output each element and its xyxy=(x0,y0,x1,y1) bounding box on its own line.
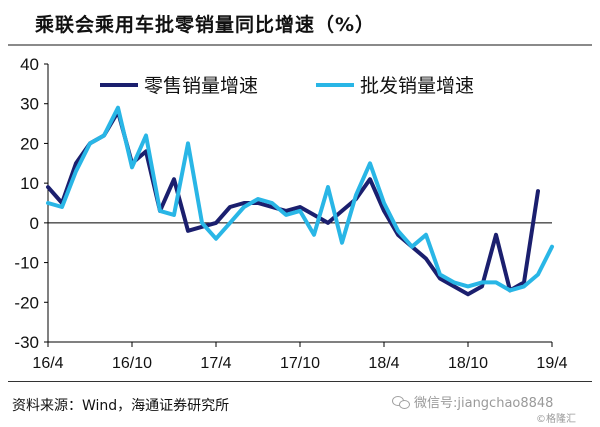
series-line-retail xyxy=(46,109,540,297)
y-tick-label: -10 xyxy=(14,254,39,273)
y-tick-label: 10 xyxy=(20,174,39,193)
watermark-small: ©格隆汇 xyxy=(536,414,576,425)
x-tick-label: 16/10 xyxy=(112,355,152,372)
legend-label-wholesale: 批发销量增速 xyxy=(360,75,474,97)
x-tick-label: 17/10 xyxy=(280,355,320,372)
watermark-text: 微信号:jiangchao8848 xyxy=(414,396,554,411)
line-chart: -30 -20 -10 0 10 20 30 40 16/4 16/10 17/4 17/10 18/… xyxy=(14,55,568,372)
y-tick-label: 40 xyxy=(20,55,39,74)
y-tick-label: 30 xyxy=(20,95,39,114)
series-line-wholesale xyxy=(46,105,554,293)
x-axis-ticks: 16/4 16/10 17/4 17/10 18/4 18/10 19/4 xyxy=(32,342,568,372)
y-tick-label: -30 xyxy=(14,333,39,352)
x-tick-label: 19/4 xyxy=(536,355,567,372)
x-tick-label: 16/4 xyxy=(32,355,63,372)
x-tick-label: 17/4 xyxy=(200,355,231,372)
source-note: 资料来源：Wind，海通证券研究所 xyxy=(12,398,230,414)
series-lines xyxy=(46,105,554,297)
y-tick-label: -20 xyxy=(14,293,39,312)
y-tick-label: 20 xyxy=(20,134,39,153)
chart-title: 乘联会乘用车批零销量同比增速（%） xyxy=(35,14,376,36)
title-bar: 乘联会乘用车批零销量同比增速（%） xyxy=(8,4,596,42)
legend-label-retail: 零售销量增速 xyxy=(144,75,258,97)
footer-divider xyxy=(8,381,592,382)
legend: 零售销量增速 批发销量增速 xyxy=(100,75,474,97)
x-tick-label: 18/10 xyxy=(448,355,488,372)
y-axis-ticks: -30 -20 -10 0 10 20 30 40 xyxy=(14,55,48,352)
y-tick-label: 0 xyxy=(30,214,39,233)
x-tick-label: 18/4 xyxy=(368,355,399,372)
wechat-icon xyxy=(392,395,410,409)
axes xyxy=(47,64,552,343)
watermark: 微信号:jiangchao8848 xyxy=(392,392,553,411)
title-divider xyxy=(8,44,592,46)
